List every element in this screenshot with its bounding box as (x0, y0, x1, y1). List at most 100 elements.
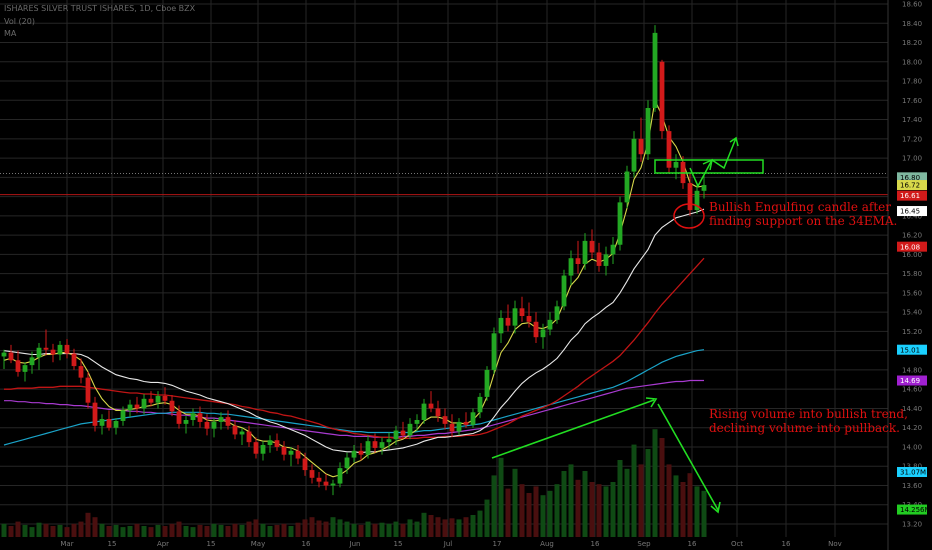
volume-bar (645, 449, 651, 537)
x-tick-label: 16 (688, 540, 697, 548)
candle-body (197, 413, 203, 422)
y-tick-label: 14.60 (902, 386, 922, 394)
candle-body (176, 411, 182, 424)
volume-bar (372, 523, 378, 537)
price-badge (897, 190, 927, 201)
volume-bar (337, 519, 343, 537)
price-badge-label: 16.72 (900, 182, 920, 190)
volume-bar (512, 468, 518, 537)
candle-body (281, 446, 287, 455)
volume-bar (624, 468, 630, 537)
candle-body (141, 398, 147, 409)
volume-bar (260, 523, 266, 537)
volume-bar (470, 515, 476, 537)
volume-bar (358, 524, 364, 537)
x-tick-label: 16 (591, 540, 600, 548)
volume-bar (267, 526, 273, 537)
candle-body (15, 360, 21, 372)
y-tick-label: 14.00 (902, 443, 922, 451)
y-tick-label: 14.20 (902, 424, 922, 432)
candle-body (71, 353, 77, 367)
volume-bar (610, 482, 616, 537)
candle-body (113, 420, 119, 428)
ma-indicator-label[interactable]: MA (4, 29, 17, 38)
volume-bar (526, 493, 532, 537)
candle-body (638, 138, 644, 155)
candle-body (610, 244, 616, 255)
candle-body (442, 416, 448, 424)
volume-bar (225, 526, 231, 537)
volume-bar (442, 519, 448, 537)
y-tick-label: 18.00 (902, 58, 922, 66)
symbol-title: ISHARES SILVER TRUST ISHARES, 1D, Cboe B… (4, 4, 196, 13)
volume-bar (463, 517, 469, 537)
volume-bar (85, 512, 91, 537)
candle-body (246, 431, 252, 443)
candle-body (148, 398, 154, 403)
y-tick-label: 14.40 (902, 405, 922, 413)
volume-bar (603, 486, 609, 537)
candle-body (127, 404, 133, 411)
volume-indicator-label[interactable]: Vol (20) (4, 17, 35, 26)
volume-bar (323, 521, 329, 537)
volume-bar (393, 521, 399, 537)
volume-bar (435, 517, 441, 537)
candle-body (232, 425, 238, 435)
volume-bar (239, 524, 245, 537)
candle-body (449, 423, 455, 432)
volume-bar (589, 482, 595, 537)
volume-bar (491, 475, 497, 537)
volume-bar (162, 526, 168, 537)
volume-bar (127, 526, 133, 537)
x-tick-label: 17 (493, 540, 502, 548)
volume-bar (134, 523, 140, 537)
ma-cyan-line (3, 349, 705, 446)
price-badge-label: 14.256M (900, 506, 931, 514)
candle-body (106, 419, 112, 428)
candle-body (288, 450, 294, 455)
volume-bar (407, 519, 413, 537)
price-badge-label: 14.69 (900, 377, 920, 385)
volume-bar (253, 519, 259, 537)
x-tick-label: Apr (157, 540, 169, 548)
volume-bar (302, 519, 308, 537)
volume-bar (659, 438, 665, 537)
y-tick-label: 15.60 (902, 289, 922, 297)
arrow-head-1 (702, 158, 714, 171)
volume-bar (15, 521, 21, 537)
candle-body (337, 468, 343, 484)
volume-bar (631, 444, 637, 537)
candle-body (421, 403, 427, 420)
volume-bar (617, 460, 623, 537)
volume-bar (456, 519, 462, 537)
x-tick-label: 15 (108, 540, 117, 548)
x-tick-label: Mar (60, 540, 73, 548)
volume-bar (568, 464, 574, 537)
price-badge-label: 15.01 (900, 346, 920, 354)
volume-bar (561, 471, 567, 537)
annotation-volume-line-2: declining volume into pullback. (709, 421, 900, 435)
volume-bar (687, 473, 693, 537)
candle-body (274, 440, 280, 447)
volume-bar (29, 527, 35, 537)
candle-body (505, 317, 511, 326)
price-badge (897, 172, 927, 183)
volume-bar (113, 524, 119, 537)
candle-body (1, 352, 7, 357)
volume-bar (183, 526, 189, 537)
resistance-box (654, 159, 764, 174)
x-tick-label: 16 (302, 540, 311, 548)
y-tick-label: 13.60 (902, 482, 922, 490)
candle-body (120, 410, 126, 421)
candle-body (694, 190, 700, 211)
annotation-volume: Rising volume into bullish trend, declin… (709, 407, 908, 435)
candle-body (330, 483, 336, 486)
x-tick-label: Oct (731, 540, 743, 548)
candle-body (463, 421, 469, 425)
volume-bar (197, 524, 203, 537)
candle-body (519, 308, 525, 316)
candle-body (64, 344, 70, 354)
candle-body (659, 61, 665, 132)
